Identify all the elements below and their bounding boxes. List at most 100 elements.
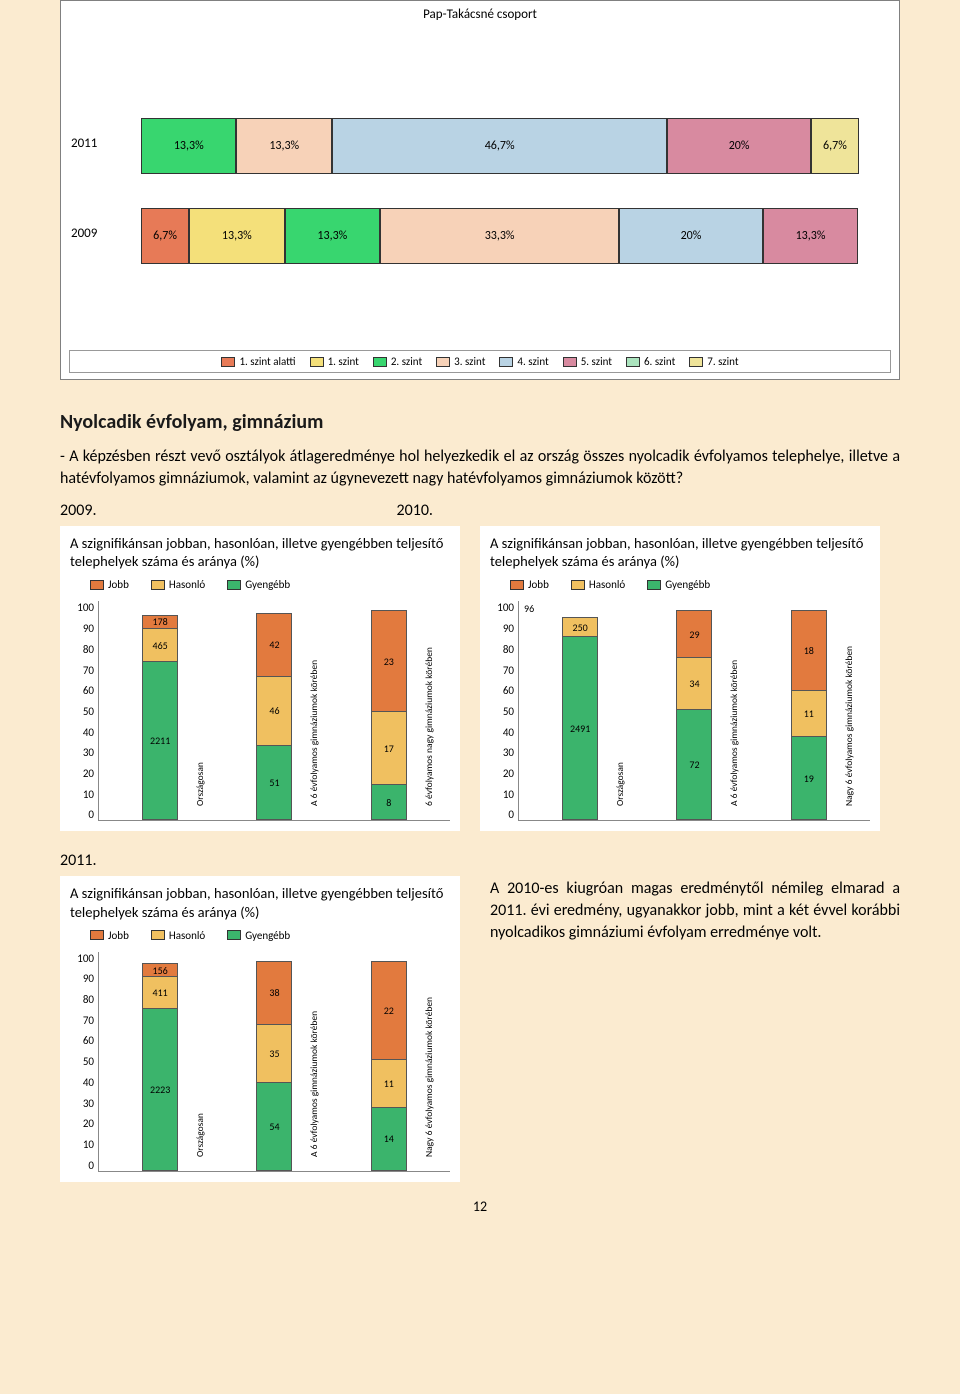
- legend-item: 3. szint: [436, 355, 485, 368]
- legend-swatch: [510, 580, 524, 590]
- y-tick: 10: [490, 788, 514, 801]
- legend-label: 3. szint: [454, 355, 485, 368]
- bars-area: 962491250Országosan723429A 6 évfolyamos …: [518, 601, 870, 821]
- y-axis: 0102030405060708090100: [490, 601, 518, 821]
- bar-stack: 2211465178: [142, 615, 178, 821]
- bar-category-label: Nagy 6 évfolyamos gimnáziumok körében: [843, 646, 855, 806]
- stacked-bar-area: 201113,3%13,3%46,7%20%6,7%20096,7%13,3%1…: [61, 28, 899, 308]
- stacked-segment: 20%: [619, 208, 763, 264]
- sig-chart-legend: JobbHasonlóGyengébb: [90, 929, 450, 942]
- chart-title: Pap-Takácsné csoport: [61, 1, 899, 28]
- legend-label: 6. szint: [644, 355, 675, 368]
- sig-chart-2009: A szignifikánsan jobban, hasonlóan, ille…: [60, 526, 460, 831]
- legend-label: Hasonló: [589, 578, 625, 591]
- bar-segment: 18: [792, 611, 826, 690]
- legend-label: Gyengébb: [245, 929, 290, 942]
- bar-column: 81723 6 évfolyamos nagy gimnáziumok köréb…: [332, 601, 446, 820]
- y-tick: 30: [70, 1097, 94, 1110]
- bar-segment: 23: [372, 611, 406, 711]
- y-tick: 20: [490, 767, 514, 780]
- y-tick: 0: [70, 808, 94, 821]
- legend-item: 5. szint: [563, 355, 612, 368]
- bar-stack: 141122: [371, 961, 407, 1171]
- legend-item: 4. szint: [499, 355, 548, 368]
- y-tick: 80: [70, 993, 94, 1006]
- y-tick: 30: [490, 746, 514, 759]
- y-tick: 60: [70, 1034, 94, 1047]
- sig-chart-2010: A szignifikánsan jobban, hasonlóan, ille…: [480, 526, 880, 831]
- bar-segment: 54: [257, 1082, 291, 1169]
- bar-category-label: Országosan: [194, 1113, 206, 1157]
- legend-swatch: [436, 357, 450, 367]
- bar-segment: 46: [257, 676, 291, 745]
- bar-category-label: A 6 évfolyamos gimnáziumok körében: [308, 1011, 320, 1157]
- stacked-segment: 13,3%: [763, 208, 858, 264]
- bar-category-label: Nagy 6 évfolyamos gimnáziumok körében: [423, 997, 435, 1157]
- stacked-segment: 13,3%: [189, 208, 284, 264]
- legend-item: Jobb: [510, 578, 549, 591]
- bar-segment: 35: [257, 1024, 291, 1082]
- bar-segment: 22: [372, 962, 406, 1060]
- legend-item: Jobb: [90, 578, 129, 591]
- sig-chart-legend: JobbHasonlóGyengébb: [90, 578, 450, 591]
- bar-segment: 17: [372, 711, 406, 784]
- bar-stack: 81723: [371, 610, 407, 820]
- y-tick: 80: [490, 643, 514, 656]
- bar-category-label: Országosan: [614, 763, 626, 807]
- year-2010-label: 2010.: [396, 501, 432, 520]
- y-tick: 100: [70, 601, 94, 614]
- section-heading: Nyolcadik évfolyam, gimnázium: [60, 410, 900, 434]
- bar-segment: 156: [143, 964, 177, 977]
- legend-swatch: [90, 580, 104, 590]
- legend-item: Hasonló: [151, 578, 205, 591]
- y-tick: 40: [70, 726, 94, 739]
- bar-column: 962491250Országosan: [523, 601, 637, 820]
- bar-stack: 543538: [256, 961, 292, 1171]
- pap-takacsne-chart: Pap-Takácsné csoport 2011 13,3%13,3%46,7%…: [60, 0, 900, 380]
- legend-item: 1. szint alatti: [221, 355, 295, 368]
- year-2009-label: 2009.: [60, 501, 96, 520]
- y-tick: 0: [70, 1159, 94, 1172]
- bar-category-label: 6 évfolyamos nagy gimnáziumok körében: [423, 648, 435, 807]
- stacked-segment: 13,3%: [236, 118, 331, 174]
- legend-swatch: [373, 357, 387, 367]
- legend-item: 6. szint: [626, 355, 675, 368]
- legend-item: Gyengébb: [227, 929, 290, 942]
- y-tick: 100: [70, 952, 94, 965]
- bar-segment: 29: [677, 611, 711, 657]
- legend-label: 2. szint: [391, 355, 422, 368]
- y-tick: 30: [70, 746, 94, 759]
- legend-label: Hasonló: [169, 578, 205, 591]
- y-tick: 60: [70, 684, 94, 697]
- legend-swatch: [626, 357, 640, 367]
- legend-item: Hasonló: [571, 578, 625, 591]
- bar-stack: 2223411156: [142, 963, 178, 1171]
- stacked-row-label: 2011: [71, 136, 97, 151]
- legend-swatch: [647, 580, 661, 590]
- bottom-row: A szignifikánsan jobban, hasonlóan, ille…: [60, 876, 900, 1181]
- legend-swatch: [151, 580, 165, 590]
- stacked-segment: 20%: [667, 118, 811, 174]
- y-tick: 20: [70, 1117, 94, 1130]
- bar-stack: 191118: [791, 610, 827, 820]
- legend-swatch: [689, 357, 703, 367]
- bar-column: 543538 A 6 évfolyamos gimnáziumok körében: [217, 952, 331, 1171]
- y-tick: 90: [490, 622, 514, 635]
- stacked-row: 13,3%13,3%46,7%20%6,7%: [141, 118, 859, 174]
- legend-swatch: [90, 930, 104, 940]
- legend-label: 4. szint: [517, 355, 548, 368]
- legend-item: Hasonló: [151, 929, 205, 942]
- y-tick: 90: [70, 622, 94, 635]
- bar-segment: 72: [677, 709, 711, 819]
- bar-segment: 14: [372, 1107, 406, 1169]
- body-paragraph: - A képzésben részt vevő osztályok átlag…: [60, 446, 900, 489]
- legend-label: 1. szint: [328, 355, 359, 368]
- bar-top-label: 96: [524, 602, 534, 615]
- bar-segment: 250: [563, 618, 597, 637]
- y-tick: 10: [70, 1138, 94, 1151]
- legend-item: 7. szint: [689, 355, 738, 368]
- legend-swatch: [310, 357, 324, 367]
- bar-segment: 11: [792, 690, 826, 736]
- legend-item: 2. szint: [373, 355, 422, 368]
- charts-2009-2010: A szignifikánsan jobban, hasonlóan, ille…: [60, 526, 900, 831]
